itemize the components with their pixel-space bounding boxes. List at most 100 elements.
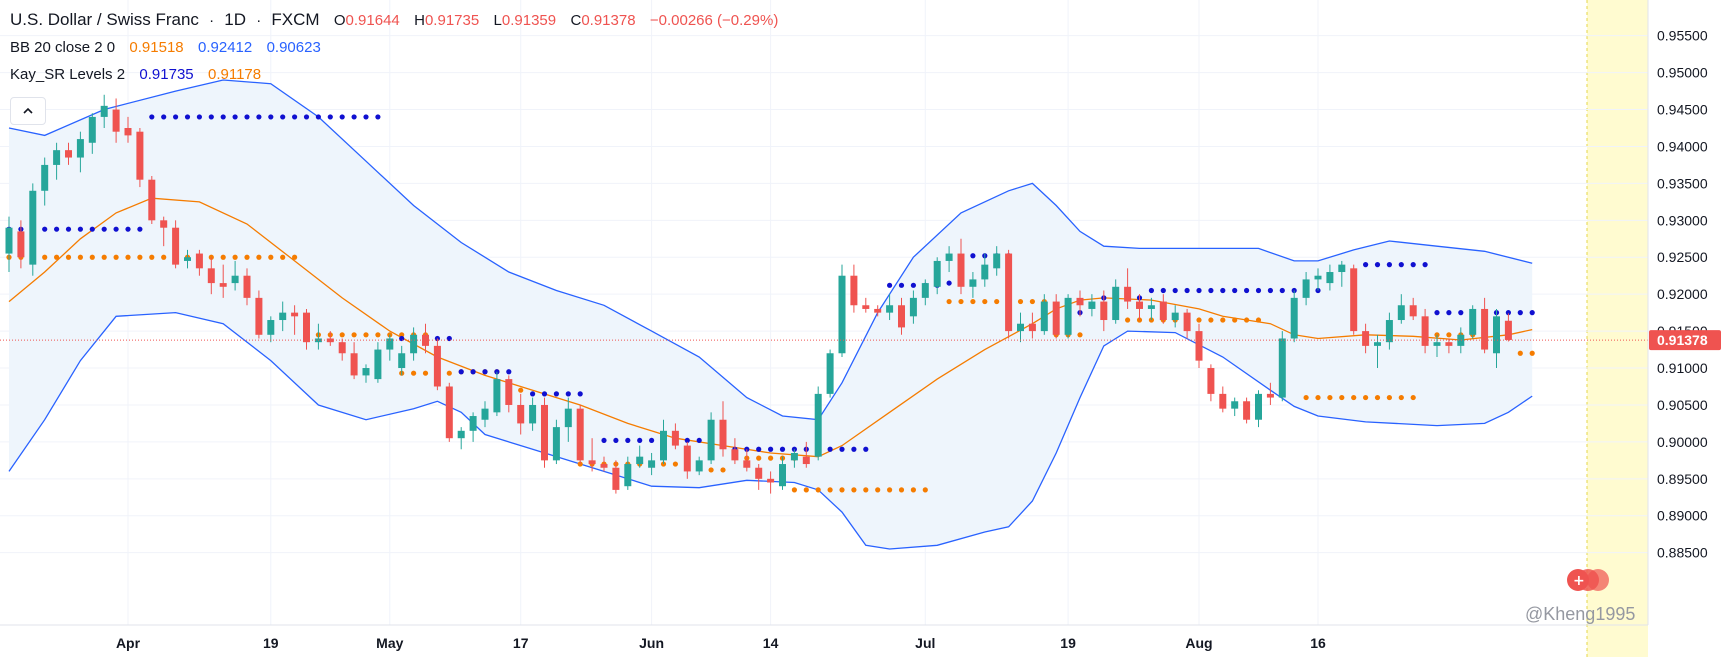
candle[interactable] [695, 456, 703, 476]
candle[interactable] [886, 294, 894, 321]
candle[interactable] [195, 249, 203, 276]
candle[interactable] [1493, 308, 1500, 369]
candle[interactable] [1159, 294, 1167, 324]
candle[interactable] [1278, 331, 1286, 402]
candle[interactable] [29, 183, 37, 276]
candle[interactable] [41, 157, 49, 206]
candle[interactable] [1290, 290, 1298, 343]
candle[interactable] [648, 452, 656, 476]
candle[interactable] [493, 371, 501, 417]
candle[interactable] [76, 131, 84, 173]
interval[interactable]: 1D [224, 10, 247, 29]
candle[interactable] [1433, 334, 1441, 357]
candle[interactable] [231, 260, 239, 291]
candle[interactable] [743, 449, 751, 472]
candle[interactable] [255, 290, 263, 339]
sr-indicator-label[interactable]: Kay_SR Levels 2 [10, 66, 126, 83]
candle[interactable] [243, 268, 251, 306]
candle[interactable] [541, 397, 548, 468]
candle[interactable] [1481, 297, 1489, 354]
symbol-row[interactable]: U.S. Dollar / Swiss Franc · 1D · FXCM O0… [10, 10, 778, 31]
price-axis[interactable]: 0.95500 0.95000 0.94500 0.94000 0.93500 0.930… [1657, 28, 1708, 561]
candle[interactable] [957, 238, 965, 295]
candle[interactable] [1017, 312, 1024, 343]
candle[interactable] [1052, 294, 1060, 339]
candle[interactable] [362, 364, 370, 383]
collapse-legend-button[interactable] [10, 97, 46, 125]
candle[interactable] [969, 272, 977, 298]
bb-indicator-label[interactable]: BB 20 close 2 0 [10, 39, 116, 56]
candle[interactable] [767, 471, 775, 494]
candle[interactable] [529, 397, 537, 431]
candle[interactable] [17, 220, 25, 269]
candle[interactable] [1314, 268, 1322, 291]
candle[interactable] [422, 323, 429, 354]
candle[interactable] [1124, 268, 1132, 309]
candle[interactable] [1040, 294, 1048, 335]
candle[interactable] [1243, 397, 1251, 424]
candle[interactable] [1005, 249, 1013, 339]
candle[interactable] [5, 216, 13, 273]
candle[interactable] [838, 264, 846, 357]
candle[interactable] [445, 382, 453, 442]
candle[interactable] [517, 393, 525, 435]
candle[interactable] [850, 264, 858, 313]
candle[interactable] [707, 412, 715, 465]
candle[interactable] [660, 419, 667, 465]
candle[interactable] [112, 98, 120, 143]
candle[interactable] [1219, 386, 1227, 413]
candle[interactable] [683, 441, 691, 479]
candle[interactable] [1100, 290, 1108, 332]
candle[interactable] [481, 401, 489, 428]
candle[interactable] [386, 334, 394, 361]
candle[interactable] [731, 438, 739, 465]
candle[interactable] [636, 445, 644, 468]
candle[interactable] [1183, 308, 1191, 339]
candle[interactable] [1028, 312, 1036, 339]
candle[interactable] [945, 246, 953, 273]
candle[interactable] [588, 438, 596, 472]
symbol-name[interactable]: U.S. Dollar / Swiss Franc [10, 10, 199, 29]
candle[interactable] [564, 397, 572, 442]
candle[interactable] [1421, 308, 1429, 354]
candle[interactable] [65, 142, 72, 165]
candle[interactable] [1112, 279, 1120, 324]
alert-badges-icon[interactable]: + [1567, 569, 1609, 591]
candle[interactable] [1064, 294, 1072, 339]
candle[interactable] [207, 257, 215, 295]
candle[interactable] [790, 449, 798, 468]
candle[interactable] [1409, 297, 1417, 321]
candle[interactable] [374, 342, 382, 383]
candle[interactable] [410, 327, 418, 361]
candle[interactable] [1266, 382, 1274, 405]
candle[interactable] [814, 386, 822, 461]
sr-indicator-row[interactable]: Kay_SR Levels 2 0.91735 0.91178 [10, 65, 778, 85]
candle[interactable] [1326, 264, 1334, 291]
candle[interactable] [624, 456, 632, 490]
candle[interactable] [1076, 290, 1084, 317]
candle[interactable] [1350, 264, 1358, 335]
candle[interactable] [612, 460, 620, 494]
candle[interactable] [909, 290, 917, 324]
candle[interactable] [1445, 338, 1453, 354]
candle[interactable] [338, 338, 346, 361]
bb-indicator-row[interactable]: BB 20 close 2 0 0.91518 0.92412 0.90623 [10, 38, 778, 58]
candle[interactable] [993, 246, 1001, 276]
candle[interactable] [600, 456, 608, 472]
candle[interactable] [136, 128, 144, 188]
candle[interactable] [802, 441, 810, 468]
candle[interactable] [671, 423, 679, 450]
candle[interactable] [1255, 390, 1262, 428]
candle[interactable] [981, 253, 989, 287]
candle[interactable] [1147, 297, 1155, 321]
candle[interactable] [1338, 260, 1346, 287]
candles[interactable] [5, 94, 1512, 494]
candle[interactable] [433, 338, 441, 391]
candle[interactable] [100, 94, 108, 128]
candle[interactable] [552, 419, 560, 465]
candle[interactable] [505, 375, 513, 413]
candle[interactable] [1231, 397, 1239, 417]
candle[interactable] [267, 316, 275, 343]
candle[interactable] [1302, 272, 1310, 306]
